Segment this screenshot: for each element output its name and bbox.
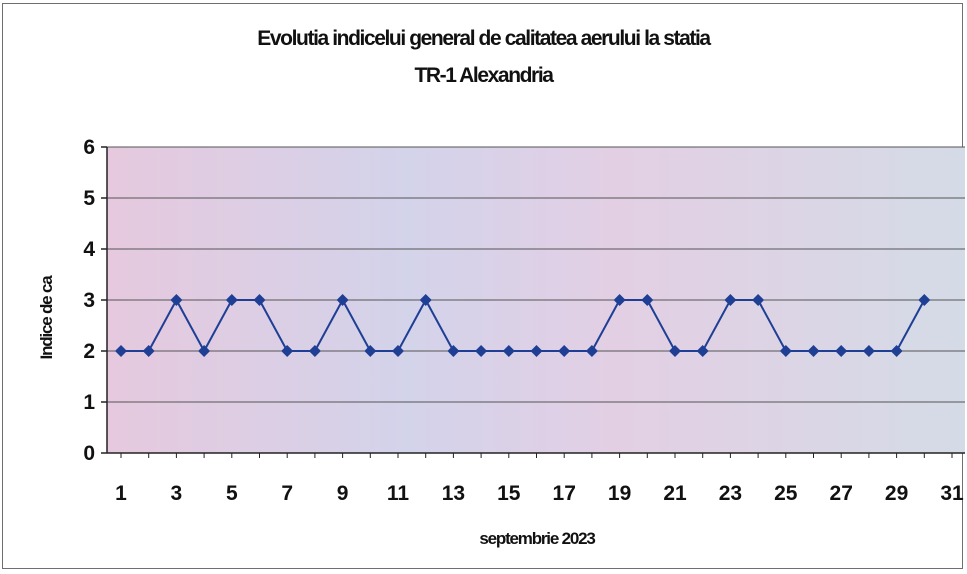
y-tick-label: 2 [83, 340, 95, 363]
x-tick-label: 31 [940, 482, 964, 505]
data-point [142, 345, 155, 357]
data-point [779, 345, 792, 357]
data-point [585, 345, 598, 357]
data-point [419, 294, 432, 306]
data-point [336, 294, 349, 306]
x-tick-label: 23 [719, 482, 742, 505]
x-tick-label: 15 [497, 482, 521, 505]
series-group [115, 294, 931, 357]
data-point [447, 345, 460, 357]
data-point [862, 345, 875, 357]
data-point [530, 345, 543, 357]
chart-title: Evolutia indicelui general de calitatea … [257, 27, 711, 50]
x-tick-label: 21 [663, 482, 687, 505]
y-tick-label: 0 [83, 442, 95, 465]
data-point [281, 345, 294, 357]
x-tick-label: 19 [608, 482, 631, 505]
data-point [558, 345, 571, 357]
x-tick-label: 27 [830, 482, 853, 505]
data-point [475, 345, 488, 357]
y-axis-label: Indice de ca [37, 275, 56, 360]
data-point [115, 345, 127, 357]
data-point [752, 294, 765, 306]
y-tick-label: 3 [83, 289, 95, 312]
data-point [308, 345, 321, 357]
x-tick-label: 13 [442, 482, 465, 505]
data-point [225, 294, 238, 306]
data-point [669, 345, 681, 357]
data-point [253, 294, 266, 306]
x-tick-label: 5 [226, 482, 238, 505]
x-tick-label: 11 [387, 482, 410, 505]
data-point [198, 345, 211, 357]
chart-subtitle: TR-1 Alexandria [414, 64, 554, 87]
x-tick-label: 1 [115, 482, 127, 505]
data-point [807, 345, 820, 357]
data-point [613, 294, 626, 306]
data-point [890, 345, 903, 357]
data-point [502, 345, 515, 357]
data-point [724, 294, 737, 306]
data-point [918, 294, 931, 306]
y-tick-label: 6 [83, 136, 95, 159]
x-tick-label: 17 [553, 482, 576, 505]
data-point [364, 345, 377, 357]
x-tick-label: 3 [171, 482, 183, 505]
data-point [835, 345, 848, 357]
x-axis-label: septembrie 2023 [479, 529, 595, 548]
y-axis-ticks: 0 1 2 3 4 5 6 [83, 136, 107, 465]
y-tick-label: 4 [83, 238, 95, 261]
y-tick-label: 5 [83, 187, 95, 210]
x-tick-label: 29 [885, 482, 908, 505]
data-point [696, 345, 709, 357]
data-point [170, 294, 183, 306]
x-axis-ticks: 1 3 5 7 9 11 13 15 17 19 21 23 25 27 29 31 [115, 453, 964, 505]
x-tick-label: 25 [774, 482, 798, 505]
data-point [392, 345, 404, 357]
data-point [641, 294, 654, 306]
y-tick-label: 1 [83, 391, 95, 414]
x-tick-label: 7 [281, 482, 293, 505]
x-tick-label: 9 [337, 482, 349, 505]
